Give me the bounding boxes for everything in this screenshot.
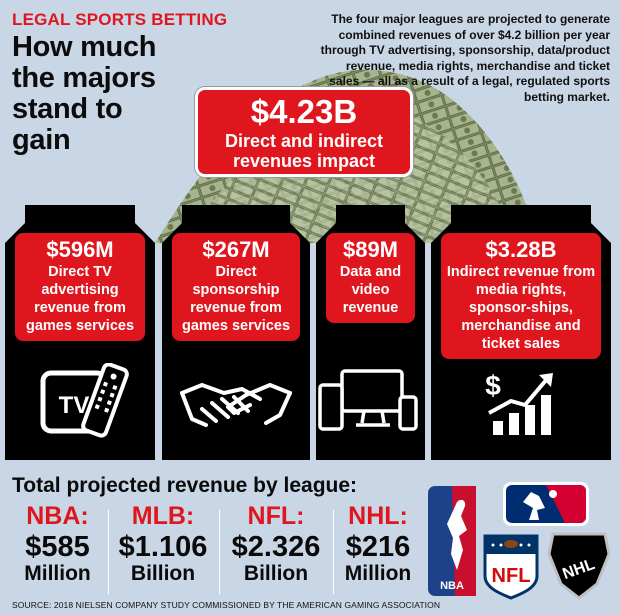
card-description: Direct TV advertising revenue from games…	[25, 264, 135, 334]
league-mlb: MLB: $1.106 Billion	[111, 504, 215, 585]
svg-text:TV: TV	[59, 392, 90, 419]
card-amount: $3.28B	[485, 237, 557, 262]
revenue-card: $89M Data and video revenue	[316, 205, 425, 460]
league-unit: Billion	[243, 562, 309, 585]
card-label: $89M Data and video revenue	[326, 233, 415, 323]
league-nfl: NFL: $2.326 Billion	[222, 504, 330, 585]
devices-icon	[318, 369, 418, 431]
divider	[333, 510, 334, 594]
headline: How much the majors stand to gain	[12, 31, 157, 156]
kicker: LEGAL SPORTS BETTING	[12, 10, 228, 29]
league-section-title: Total projected revenue by league:	[12, 474, 358, 497]
svg-text:NFL: NFL	[492, 565, 531, 587]
total-revenue-box: $4.23B Direct and indirect revenues impa…	[195, 87, 413, 177]
league-unit: Million	[344, 562, 412, 585]
league-abbr: NFL:	[247, 502, 305, 530]
league-logos: NBA NFL NHL	[428, 482, 611, 600]
league-nba: NBA: $585 Million	[10, 504, 105, 585]
league-nhl: NHL: $216 Million	[336, 504, 420, 585]
revenue-card: $3.28B Indirect revenue from media right…	[431, 205, 611, 460]
svg-text:$: $	[485, 370, 501, 401]
card-description: Direct sponsorship revenue from games se…	[181, 264, 291, 334]
card-description: Indirect revenue from media rights, spon…	[446, 264, 596, 352]
nba-logo: NBA	[428, 486, 476, 596]
intro-text: The four major leagues are projected to …	[320, 12, 610, 104]
card-label: $3.28B Indirect revenue from media right…	[441, 233, 601, 359]
league-abbr: MLB:	[131, 502, 195, 530]
card-amount: $89M	[342, 237, 399, 262]
league-value: $1.106	[118, 531, 208, 563]
card-label: $267M Direct sponsorship revenue from ga…	[172, 233, 300, 341]
card-label: $596M Direct TV advertising revenue from…	[15, 233, 145, 341]
league-abbr: NBA:	[26, 502, 89, 530]
league-unit: Million	[24, 562, 91, 585]
card-amount: $267M	[202, 237, 270, 262]
league-abbr: NHL:	[348, 502, 408, 530]
card-amount: $596M	[46, 237, 114, 262]
revenue-card: $596M Direct TV advertising revenue from…	[5, 205, 155, 460]
league-value: $216	[345, 531, 411, 563]
nhl-logo: NHL	[547, 532, 611, 600]
svg-text:NBA: NBA	[440, 580, 464, 592]
divider	[108, 510, 109, 594]
total-label: Direct and indirect revenues impact	[224, 131, 384, 171]
tv-remote-icon: TV	[40, 363, 129, 438]
revenue-card: $267M Direct sponsorship revenue from ga…	[162, 205, 310, 460]
revenue-cards: $596M Direct TV advertising revenue from…	[0, 205, 620, 460]
league-unit: Billion	[130, 562, 196, 585]
divider	[219, 510, 220, 594]
league-value: $585	[25, 531, 90, 563]
card-description: Data and video revenue	[339, 264, 402, 316]
nfl-logo: NFL	[483, 534, 539, 600]
league-value: $2.326	[231, 531, 321, 563]
dollar-growth-icon: $	[485, 370, 553, 435]
mlb-logo	[503, 482, 589, 526]
source-note: SOURCE: 2018 NIELSEN COMPANY STUDY COMMI…	[12, 600, 441, 610]
handshake-icon	[180, 383, 292, 427]
total-amount: $4.23B	[250, 93, 358, 130]
